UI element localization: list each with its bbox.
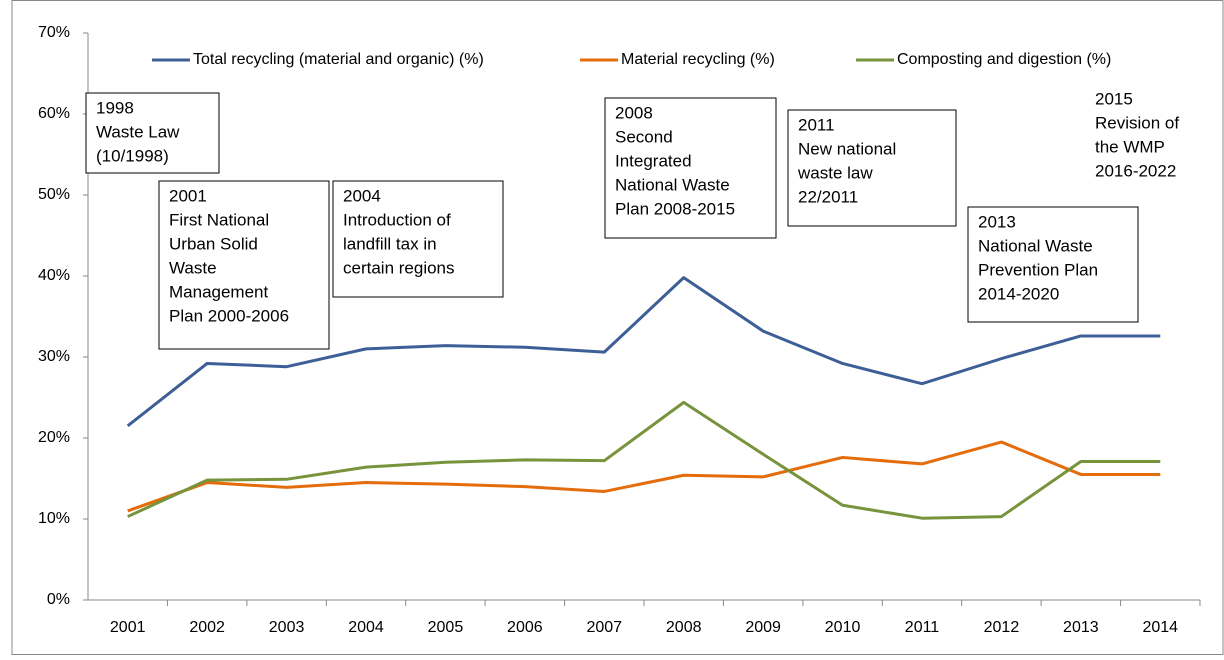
x-tick-label: 2001 (110, 619, 146, 636)
x-tick-label: 2009 (745, 619, 781, 636)
legend-label: Total recycling (material and organic) (… (193, 51, 484, 68)
annotation-text: National Waste (615, 175, 730, 194)
annotation-text: 1998 (96, 98, 134, 117)
x-tick-label: 2008 (666, 619, 702, 636)
x-tick-label: 2003 (269, 619, 305, 636)
y-tick-label: 20% (38, 429, 70, 446)
annotation-text: Revision of (1095, 113, 1179, 132)
annotation-text: landfill tax in (343, 234, 437, 253)
annotation-text: Plan 2008-2015 (615, 199, 735, 218)
x-tick-label: 2006 (507, 619, 543, 636)
annotation-text: (10/1998) (96, 146, 169, 165)
annotation-text: 2011 (798, 115, 835, 134)
y-tick-label: 60% (38, 105, 70, 122)
annotation-text: Prevention Plan (978, 260, 1098, 279)
y-tick-label: 40% (38, 267, 70, 284)
annotation-box (787, 109, 957, 227)
annotation-text: First National (169, 210, 269, 229)
series-line (126, 276, 1161, 428)
annotation-text: certain regions (343, 258, 455, 277)
y-tick-label: 10% (38, 510, 70, 527)
annotation-text: Management (169, 282, 269, 301)
x-tick-label: 2012 (984, 619, 1020, 636)
x-tick-label: 2007 (586, 619, 622, 636)
annotation-text: 2014-2020 (978, 284, 1059, 303)
annotation-box (158, 180, 330, 350)
annotation-text: 2015 (1095, 89, 1133, 108)
annotation-text: National Waste (978, 236, 1093, 255)
annotation-text: Plan 2000-2006 (169, 306, 289, 325)
x-tick-label: 2004 (348, 619, 384, 636)
legend-label: Composting and digestion (%) (897, 51, 1111, 68)
x-tick-label: 2013 (1063, 619, 1099, 636)
annotation-text: 2013 (978, 212, 1016, 231)
x-tick-label: 2002 (189, 619, 225, 636)
x-tick-label: 2014 (1142, 619, 1178, 636)
annotation-text: 2016-2022 (1095, 161, 1176, 180)
series-line (127, 400, 1161, 520)
annotation-text: 2008 (615, 103, 653, 122)
annotation-box (332, 180, 504, 298)
annotation-text: Second (615, 127, 673, 146)
y-tick-label: 30% (38, 348, 70, 365)
x-tick-label: 2005 (428, 619, 464, 636)
x-tick-label: 2010 (825, 619, 861, 636)
annotation-text: New national (798, 139, 896, 158)
annotation-text: the WMP (1095, 137, 1165, 156)
annotation-text: Introduction of (343, 210, 451, 229)
annotation-box (604, 97, 777, 239)
series-line (127, 440, 1161, 513)
annotation-text: 22/2011 (798, 187, 858, 206)
annotation-box (967, 206, 1139, 323)
annotation-box (1085, 84, 1201, 196)
legend-label: Material recycling (%) (621, 51, 775, 68)
annotation-text: Urban Solid (169, 234, 258, 253)
y-tick-label: 70% (38, 24, 70, 41)
y-tick-label: 0% (47, 591, 70, 608)
annotation-text: Waste Law (96, 122, 180, 141)
annotation-box (85, 92, 220, 174)
y-tick-label: 50% (38, 186, 70, 203)
annotation-text: Integrated (615, 151, 692, 170)
annotation-text: waste law (797, 163, 873, 182)
x-tick-label: 2011 (905, 619, 940, 636)
annotation-text: 2004 (343, 186, 381, 205)
annotation-text: 2001 (169, 186, 207, 205)
annotation-text: Waste (169, 258, 217, 277)
